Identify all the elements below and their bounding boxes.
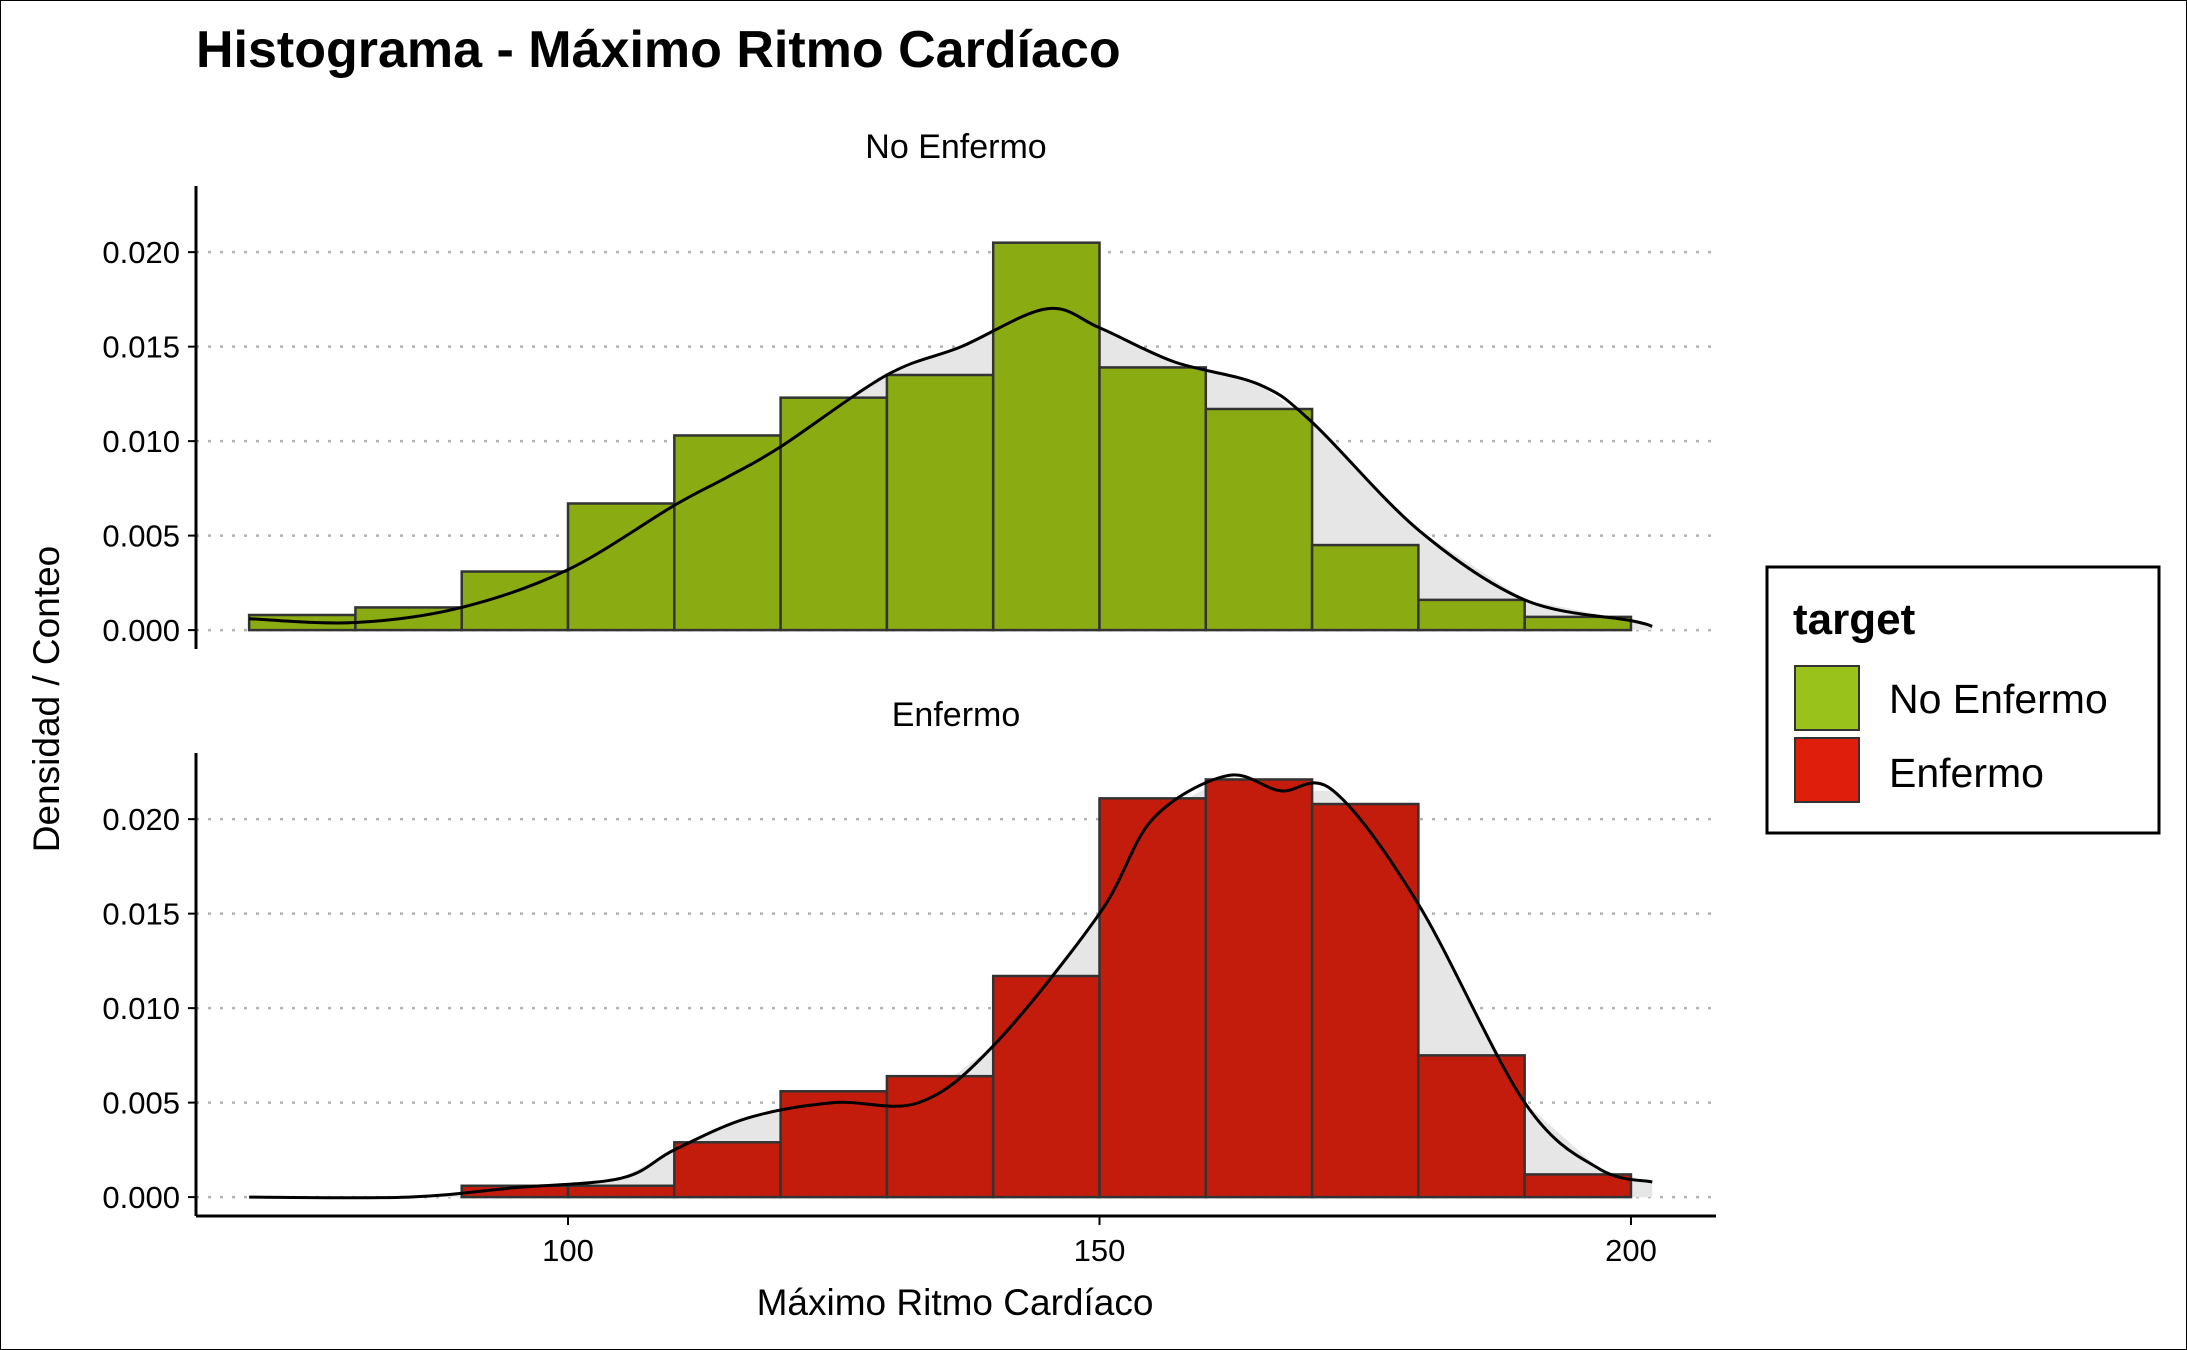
y-tick-label: 0.010 [102, 424, 180, 459]
histogram-bar [1417, 598, 1526, 632]
y-tick-label: 0.020 [102, 802, 180, 837]
histogram-bar [885, 373, 995, 632]
x-tick-label: 100 [542, 1233, 594, 1268]
x-tick-label: 200 [1605, 1233, 1657, 1268]
histogram-bar [885, 1074, 995, 1199]
y-tick-label: 0.020 [102, 235, 180, 270]
panel-strip-label: Enfermo [892, 696, 1021, 734]
histogram-bar [1204, 778, 1314, 1199]
chart-title: Histograma - Máximo Ritmo Cardíaco [196, 21, 1121, 79]
density-curve [249, 773, 1653, 1200]
y-tick-label: 0.000 [102, 1180, 180, 1215]
y-tick-label: 0.005 [102, 1086, 180, 1121]
panel-0: No Enfermo 0.000 0.005 0.010 0.015 0.020 [102, 128, 1716, 649]
histogram-bar [566, 1184, 676, 1199]
histogram-bar [1523, 615, 1633, 632]
histogram-bar [673, 434, 782, 632]
histogram-bar [1310, 802, 1420, 1199]
y-tick-label: 0.010 [102, 991, 180, 1026]
y-tick-label: 0.005 [102, 519, 180, 554]
panels-layer: No Enfermo0.0000.0050.0100.0150.020Enfer… [102, 128, 1716, 1268]
panel-1: Enfermo 0.000 0.005 0.010 0.015 0.020 [102, 696, 1716, 1216]
histogram-bar [1204, 407, 1314, 632]
legend-swatch-no-enfermo [1794, 665, 1860, 731]
panel-strip-label: No Enfermo [865, 128, 1046, 166]
histogram-bar [991, 241, 1101, 632]
y-tick-label: 0.015 [102, 330, 180, 365]
histogram-bar [779, 396, 889, 632]
histogram-bar [1098, 366, 1208, 632]
x-axis-title: Máximo Ritmo Cardíaco [757, 1282, 1154, 1323]
legend-title: target [1793, 595, 1916, 644]
density-curve [249, 306, 1653, 628]
histogram-bar [1523, 1173, 1633, 1199]
histogram-bar [991, 974, 1101, 1199]
legend: target No Enfermo Enfermo [1765, 565, 2161, 835]
histogram-bar [779, 1090, 889, 1199]
histogram-bar [1417, 1054, 1526, 1199]
x-axis: 100 150 200 [196, 1214, 1716, 1268]
histogram-bar [1098, 797, 1208, 1199]
y-tick-label: 0.015 [102, 897, 180, 932]
histogram-bar [566, 502, 676, 632]
histogram-bar [673, 1141, 782, 1199]
y-axis-title: Densidad / Conteo [26, 546, 67, 852]
legend-label-enfermo: Enfermo [1889, 750, 2044, 796]
histogram-bar [1310, 543, 1420, 632]
histogram-bar [460, 570, 570, 632]
legend-label-no-enfermo: No Enfermo [1889, 676, 2108, 722]
y-tick-label: 0.000 [102, 613, 180, 648]
x-tick-label: 150 [1074, 1233, 1126, 1268]
legend-swatch-enfermo [1794, 737, 1860, 803]
